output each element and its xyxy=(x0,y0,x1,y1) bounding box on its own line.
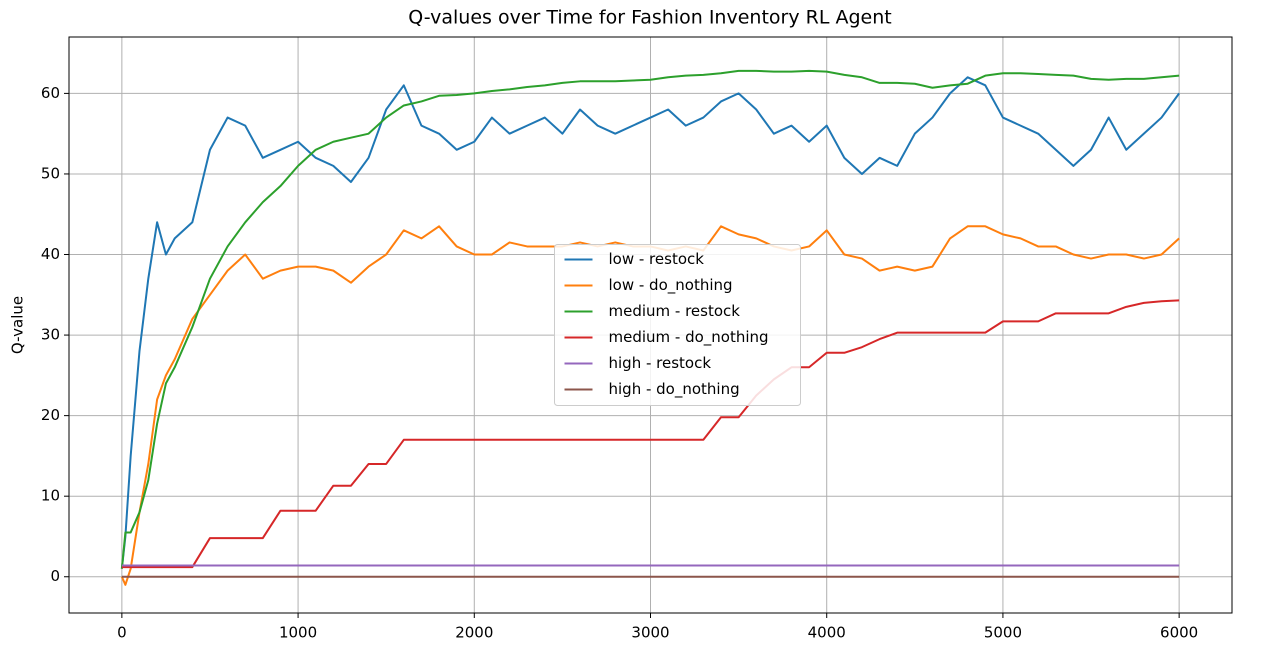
y-tick-label: 50 xyxy=(41,164,60,182)
x-tick-label: 5000 xyxy=(984,624,1022,642)
y-tick-label: 10 xyxy=(41,487,60,505)
plot-frame xyxy=(68,36,1233,614)
y-tick-label: 0 xyxy=(50,567,60,585)
x-tick-label: 4000 xyxy=(808,624,846,642)
x-tick-label: 2000 xyxy=(455,624,493,642)
y-tick-label: 60 xyxy=(41,84,60,102)
x-tick-label: 3000 xyxy=(631,624,669,642)
legend-box xyxy=(554,244,801,406)
x-tick-label: 0 xyxy=(117,624,127,642)
legend-label: low - do_nothing xyxy=(609,276,733,295)
x-tick-label: 1000 xyxy=(279,624,317,642)
data-line xyxy=(120,76,1180,569)
y-tick-label: 30 xyxy=(41,326,60,344)
data-line xyxy=(120,225,1180,586)
legend-label: medium - restock xyxy=(609,302,741,320)
legend-label: low - restock xyxy=(609,250,705,268)
y-tick-label: 20 xyxy=(41,406,60,424)
y-tick-label: 40 xyxy=(41,245,60,263)
chart-title: Q-values over Time for Fashion Inventory… xyxy=(408,7,891,29)
legend-label: medium - do_nothing xyxy=(609,328,769,347)
data-line xyxy=(121,299,1180,569)
legend-label: high - restock xyxy=(609,354,712,372)
y-axis-label: Q-value xyxy=(9,296,27,354)
legend-label: high - do_nothing xyxy=(609,380,740,399)
data-line xyxy=(120,69,1180,569)
x-tick-label: 6000 xyxy=(1160,624,1198,642)
